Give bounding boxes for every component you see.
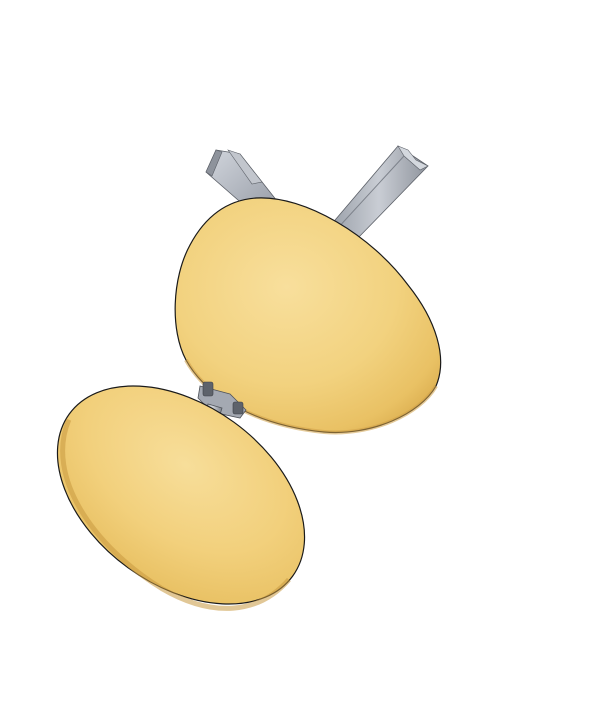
- seat-pad: [56, 385, 306, 611]
- bolt-icon: [202, 381, 214, 397]
- bolt-icon: [232, 401, 244, 415]
- backrest-pad: [174, 197, 442, 435]
- metal-support-bar: [329, 145, 429, 241]
